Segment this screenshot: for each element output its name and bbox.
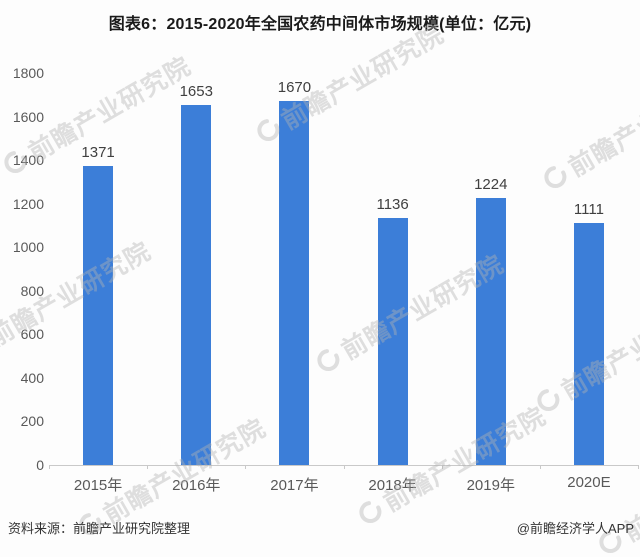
source-note: 资料来源：前瞻产业研究院整理 [8, 521, 191, 536]
footer: 资料来源：前瞻产业研究院整理 @前瞻经济学人APP [8, 518, 634, 537]
x-axis-tick [49, 465, 50, 469]
bar [279, 101, 310, 465]
x-axis-label: 2020E [567, 474, 611, 491]
bar-slot: 1136 [344, 73, 442, 465]
bar-slot: 1670 [245, 73, 343, 465]
bar-value-label: 1371 [81, 144, 115, 162]
bar-value-label: 1111 [573, 201, 604, 219]
bar [377, 217, 408, 465]
x-axis-label: 2018年 [368, 477, 417, 494]
x-axis-label: 2019年 [466, 477, 515, 494]
bar-value-label: 1136 [376, 195, 409, 213]
x-axis-label: 2016年 [172, 477, 221, 494]
credit-note: @前瞻经济学人APP [516, 521, 634, 536]
bar-slot: 1224 [442, 73, 540, 465]
x-axis-tick [343, 465, 345, 469]
bar-chart: 0 200 400 600 800 1000 1200 1400 1600 1800 1371 16… [0, 46, 640, 506]
y-axis-label: 200 [20, 413, 44, 430]
y-axis-label: 1200 [12, 195, 44, 212]
x-axis-tick [638, 465, 639, 469]
bar-slot: 1371 [49, 73, 147, 465]
y-axis-label: 800 [20, 282, 44, 299]
y-axis-label: 600 [20, 326, 44, 343]
plot-area: 1371 1653 1670 1136 1224 1111 2015年 2016年 2017年… [49, 73, 639, 494]
bar-value-label: 1224 [474, 176, 508, 194]
bars: 1371 1653 1670 1136 1224 1111 [49, 73, 638, 465]
y-axis: 0 200 400 600 800 1000 1200 1400 1600 1800 [0, 46, 44, 506]
x-axis-tick [441, 465, 443, 469]
x-axis-tick [539, 465, 541, 469]
bar-value-label: 1670 [277, 79, 312, 97]
bar-value-label: 1653 [179, 83, 213, 101]
bar [573, 223, 604, 465]
chart-title: 图表6：2015-2020年全国农药中间体市场规模(单位：亿元) [108, 16, 532, 33]
bar [83, 166, 114, 465]
bar-slot: 1111 [540, 73, 638, 465]
bar [475, 198, 506, 465]
y-axis-label: 0 [36, 457, 44, 473]
x-axis-label: 2015年 [73, 477, 123, 494]
x-axis-tick [147, 465, 149, 469]
x-axis-label: 2017年 [270, 477, 319, 494]
x-axis-labels: 2015年 2016年 2017年 2018年 2019年 2020E [49, 465, 638, 495]
y-axis-label: 1800 [12, 65, 44, 81]
y-axis-label: 400 [20, 369, 44, 386]
y-axis-label: 1600 [12, 108, 44, 125]
bar [181, 105, 212, 465]
bar-slot: 1653 [147, 73, 245, 465]
x-axis-tick [245, 465, 247, 469]
y-axis-label: 1400 [12, 152, 44, 169]
y-axis-label: 1000 [12, 239, 44, 256]
